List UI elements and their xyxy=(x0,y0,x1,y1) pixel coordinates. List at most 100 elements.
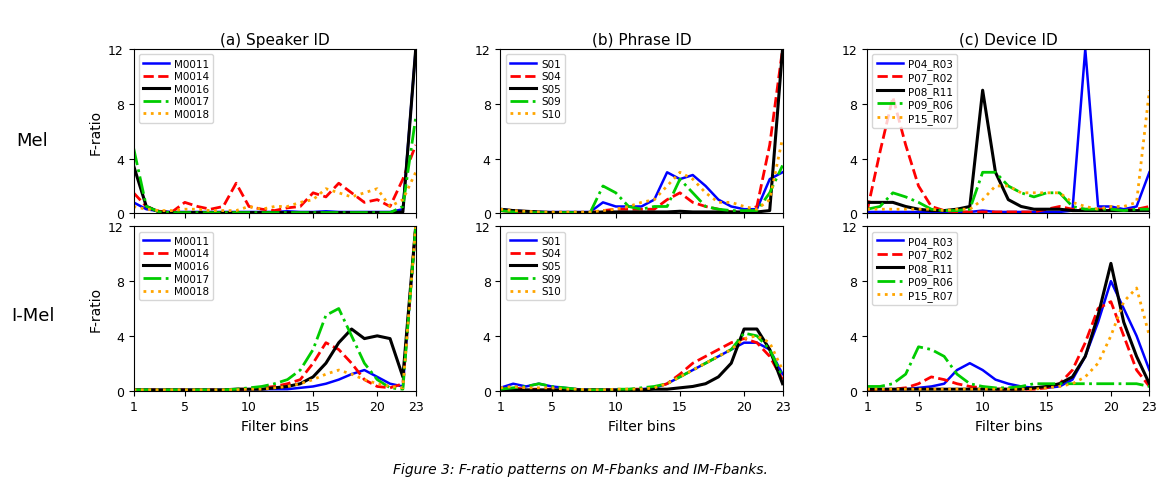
S09 xyxy=(557,385,571,391)
P15_R07 xyxy=(1130,286,1144,292)
S05 xyxy=(763,347,777,353)
M0014 xyxy=(216,204,230,210)
M0011 xyxy=(254,209,268,215)
S09 xyxy=(634,207,648,213)
P04_R03 xyxy=(1142,170,1156,176)
P07_R02 xyxy=(899,143,913,149)
S10 xyxy=(763,340,777,346)
M0016 xyxy=(178,387,192,393)
M0018 xyxy=(409,224,423,230)
Line: M0017: M0017 xyxy=(134,118,416,213)
S01 xyxy=(673,374,687,380)
P04_R03 xyxy=(937,209,951,215)
S05 xyxy=(596,209,610,215)
M0017 xyxy=(127,145,140,151)
S04 xyxy=(557,210,571,216)
S04 xyxy=(519,209,533,215)
S04 xyxy=(493,208,507,214)
M0018 xyxy=(409,170,423,176)
P09_R06 xyxy=(1091,381,1105,387)
M0016 xyxy=(307,374,320,380)
M0018 xyxy=(165,208,179,214)
S04 xyxy=(596,387,610,393)
P04_R03 xyxy=(924,209,938,215)
M0011 xyxy=(268,209,282,215)
M0018 xyxy=(294,381,308,387)
S05 xyxy=(506,208,520,214)
P07_R02 xyxy=(1091,207,1105,213)
M0016 xyxy=(254,210,268,216)
P09_R06 xyxy=(1104,207,1118,213)
M0017 xyxy=(254,384,268,390)
Text: Figure 3: F-ratio patterns on M-Fbanks and IM-Fbanks.: Figure 3: F-ratio patterns on M-Fbanks a… xyxy=(394,462,767,476)
S01 xyxy=(583,387,597,393)
P09_R06 xyxy=(1015,190,1029,196)
P04_R03 xyxy=(950,367,964,373)
P09_R06 xyxy=(988,170,1002,176)
P15_R07 xyxy=(1117,299,1131,305)
P08_R11 xyxy=(911,386,925,392)
S04 xyxy=(648,385,662,391)
M0011 xyxy=(319,381,333,387)
S10 xyxy=(699,361,713,367)
M0017 xyxy=(332,306,346,312)
S05 xyxy=(648,209,662,215)
S10 xyxy=(737,336,751,342)
M0011 xyxy=(332,377,346,383)
P15_R07 xyxy=(1079,374,1093,380)
S09 xyxy=(570,386,584,392)
P08_R11 xyxy=(1001,197,1015,203)
M0017 xyxy=(345,210,359,216)
M0018 xyxy=(203,387,217,393)
S10 xyxy=(519,385,533,391)
Text: I-Mel: I-Mel xyxy=(10,307,55,325)
S10 xyxy=(621,204,635,210)
M0018 xyxy=(127,204,140,210)
M0016 xyxy=(307,210,320,216)
P07_R02 xyxy=(1027,386,1041,392)
P09_R06 xyxy=(873,384,887,390)
S09 xyxy=(583,210,597,216)
P15_R07 xyxy=(1104,204,1118,210)
M0016 xyxy=(139,387,153,393)
M0017 xyxy=(165,210,179,216)
P15_R07 xyxy=(873,386,887,392)
S10 xyxy=(570,209,584,215)
S09 xyxy=(621,386,635,392)
P08_R11 xyxy=(1142,208,1156,214)
Legend: M0011, M0014, M0016, M0017, M0018: M0011, M0014, M0016, M0017, M0018 xyxy=(138,55,214,124)
P08_R11 xyxy=(950,207,964,213)
P07_R02 xyxy=(962,384,976,390)
P15_R07 xyxy=(1027,386,1041,392)
S09 xyxy=(621,204,635,210)
Line: S04: S04 xyxy=(500,339,783,390)
P09_R06 xyxy=(1066,204,1080,210)
M0018 xyxy=(294,200,308,206)
P08_R11 xyxy=(886,386,900,392)
M0016 xyxy=(165,210,179,216)
P09_R06 xyxy=(899,194,913,200)
P04_R03 xyxy=(860,209,874,215)
P07_R02 xyxy=(886,95,900,101)
S01 xyxy=(750,340,764,346)
S05 xyxy=(634,387,648,393)
M0018 xyxy=(216,208,230,214)
S05 xyxy=(570,387,584,393)
S04 xyxy=(493,386,507,392)
S05 xyxy=(621,209,635,215)
S09 xyxy=(608,190,622,196)
P09_R06 xyxy=(1015,384,1029,390)
P07_R02 xyxy=(1142,204,1156,210)
S01 xyxy=(763,347,777,353)
S04 xyxy=(506,209,520,215)
P09_R06 xyxy=(1117,381,1131,387)
M0018 xyxy=(254,386,268,392)
Line: S04: S04 xyxy=(500,50,783,213)
S01 xyxy=(596,387,610,393)
S09 xyxy=(712,354,726,360)
S09 xyxy=(545,384,558,390)
P15_R07 xyxy=(1001,386,1015,392)
M0017 xyxy=(370,210,384,216)
M0018 xyxy=(178,207,192,213)
S09 xyxy=(699,204,713,210)
